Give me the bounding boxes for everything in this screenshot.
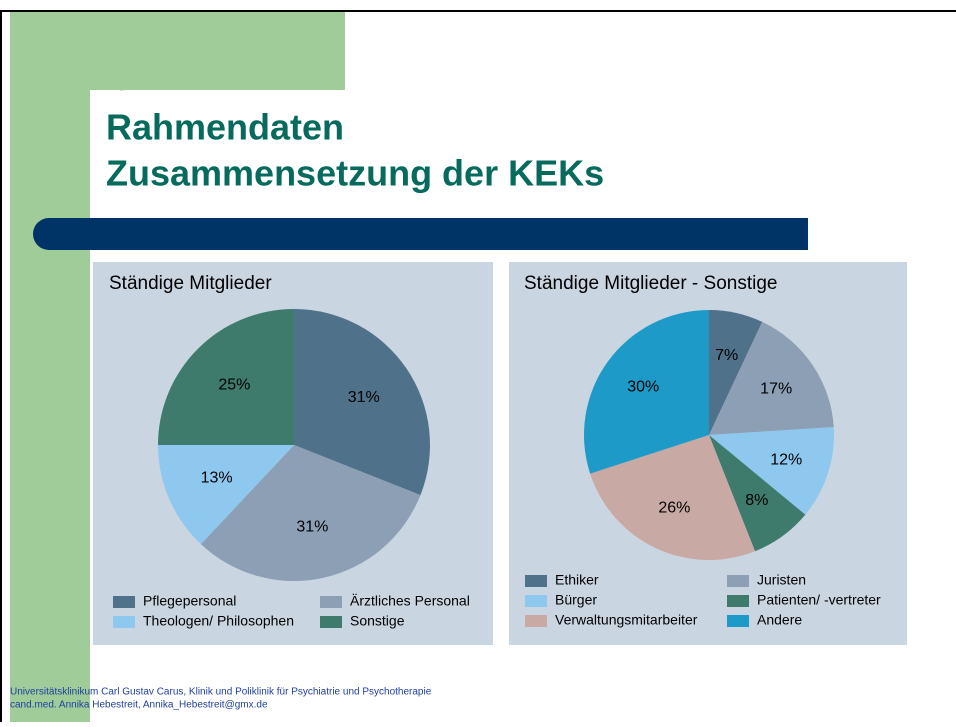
legend-swatch [525, 615, 547, 627]
legend-label: Ärztliches Personal [350, 593, 470, 609]
data-label: 12% [770, 451, 802, 468]
slide-title: Zusammensetzung der KEKs [106, 153, 604, 194]
legend-label: Patienten/ -vertreter [757, 592, 881, 608]
data-label: 31% [348, 389, 380, 406]
legend-swatch [525, 595, 547, 607]
legend-label: Pflegepersonal [143, 593, 236, 609]
data-label: 13% [201, 470, 233, 487]
pie-slice [590, 435, 756, 560]
pie-slice [709, 310, 763, 435]
data-label: 8% [745, 492, 768, 509]
pie-slice [584, 310, 709, 474]
pie-slice [294, 309, 431, 496]
legend-label: Andere [757, 612, 802, 628]
legend-swatch [525, 575, 547, 587]
chart-title: Ständige Mitglieder [109, 273, 272, 294]
footer: Universitätsklinikum Carl Gustav Carus, … [10, 687, 432, 698]
pie-slice [709, 321, 834, 435]
pie-slice [709, 427, 834, 515]
green-strip [10, 12, 90, 722]
data-label: 17% [760, 381, 792, 398]
pie-slice [158, 309, 294, 445]
data-label: 7% [715, 347, 738, 364]
legend-swatch [113, 596, 135, 608]
legend-label: Sonstige [350, 613, 405, 629]
legend-label: Bürger [555, 592, 597, 608]
legend-label: Juristen [757, 572, 806, 588]
chart-title: Ständige Mitglieder - Sonstige [524, 273, 777, 294]
pie-slice [709, 435, 806, 552]
footer: cand.med. Annika Hebestreit, Annika_Hebe… [10, 700, 268, 711]
legend-swatch [727, 575, 749, 587]
legend-swatch [320, 596, 342, 608]
title-bar [33, 218, 808, 250]
data-label: 30% [627, 378, 659, 395]
legend-swatch [727, 595, 749, 607]
data-label: 26% [658, 500, 690, 517]
legend-swatch [727, 615, 749, 627]
pie-slice [200, 445, 421, 581]
legend-label: Ethiker [555, 572, 599, 588]
data-label: 31% [296, 519, 328, 536]
legend-swatch [113, 616, 135, 628]
pie-slice [158, 445, 294, 545]
data-label: 25% [218, 377, 250, 394]
legend-label: Verwaltungsmitarbeiter [555, 612, 698, 628]
slide-title: Rahmendaten [106, 107, 344, 148]
legend-swatch [320, 616, 342, 628]
legend-label: Theologen/ Philosophen [143, 613, 294, 629]
